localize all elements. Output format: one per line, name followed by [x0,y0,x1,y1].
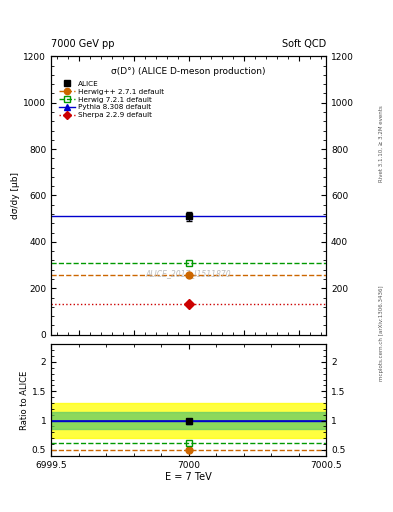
Text: Soft QCD: Soft QCD [282,38,326,49]
Legend: ALICE, Herwig++ 2.7.1 default, Herwig 7.2.1 default, Pythia 8.308 default, Sherp: ALICE, Herwig++ 2.7.1 default, Herwig 7.… [57,79,165,120]
Text: ALICE_2017_I1511870: ALICE_2017_I1511870 [146,269,231,278]
Text: mcplots.cern.ch [arXiv:1306.3436]: mcplots.cern.ch [arXiv:1306.3436] [379,285,384,380]
X-axis label: E = 7 TeV: E = 7 TeV [165,472,212,482]
Y-axis label: Ratio to ALICE: Ratio to ALICE [20,370,29,430]
Bar [51,412,326,430]
Text: 7000 GeV pp: 7000 GeV pp [51,38,115,49]
Text: σ(D°) (ALICE D-meson production): σ(D°) (ALICE D-meson production) [111,68,266,76]
Bar [51,403,326,438]
Y-axis label: dσ/dy [μb]: dσ/dy [μb] [11,172,20,219]
Text: Rivet 3.1.10, ≥ 3.2M events: Rivet 3.1.10, ≥ 3.2M events [379,105,384,182]
